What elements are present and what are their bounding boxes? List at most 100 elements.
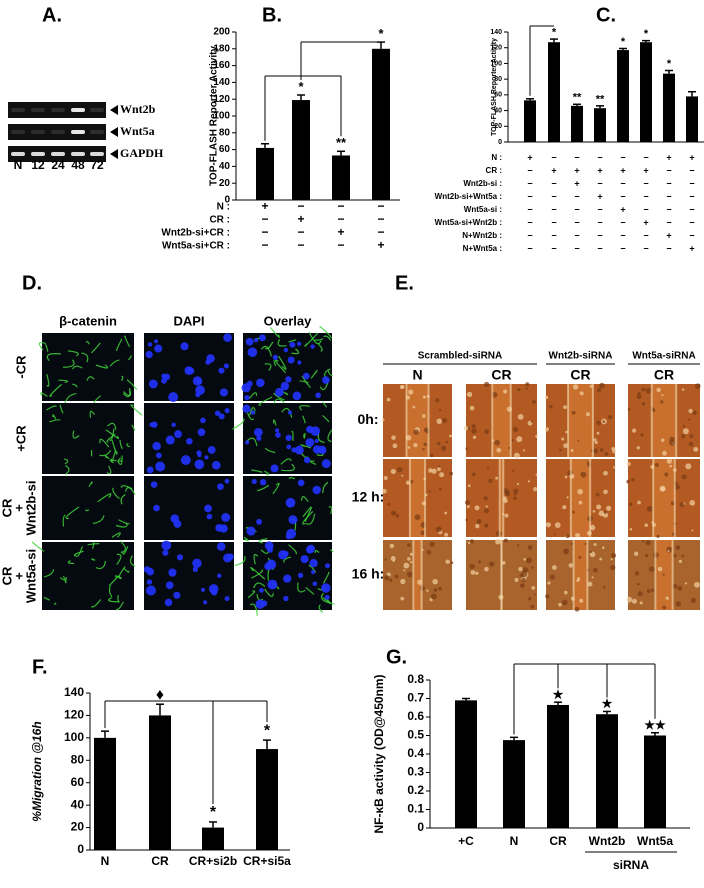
membrane-stain (299, 405, 311, 411)
membrane-stain (89, 410, 96, 418)
micrograph (383, 540, 454, 610)
cell (503, 389, 508, 394)
cell (422, 395, 426, 399)
membrane-stain (302, 510, 314, 525)
cell (553, 533, 556, 536)
cell (681, 388, 685, 391)
membrane-stain (317, 343, 323, 352)
condition-sign: − (574, 230, 579, 240)
micrograph (31, 540, 136, 611)
cell (532, 399, 536, 404)
cell (433, 588, 438, 592)
cell (463, 425, 469, 431)
micrograph (144, 476, 234, 540)
condition-sign: − (597, 217, 602, 227)
cell (519, 583, 525, 589)
gel-band (51, 152, 65, 156)
x-tick-label: CR+si2b (189, 854, 237, 868)
nucleus (324, 594, 330, 600)
micrograph (243, 476, 333, 542)
condition-sign: − (551, 204, 556, 214)
membrane-stain (288, 339, 297, 343)
cell (687, 418, 691, 421)
x-tick-label: +C (458, 834, 474, 848)
nucleus (146, 466, 154, 474)
nucleus (207, 446, 216, 454)
membrane-stain (65, 506, 80, 520)
membrane-stain (251, 569, 263, 579)
cell (469, 563, 475, 570)
cell (432, 578, 438, 585)
cell (610, 564, 616, 571)
row-label: +CR (13, 425, 28, 452)
row-label: 0h: (358, 411, 379, 427)
micrograph (241, 325, 333, 401)
nucleus (259, 334, 266, 342)
cell (504, 513, 509, 518)
condition-sign: − (574, 243, 579, 253)
y-axis-label: TOP-FLASH Reporter Activity (209, 46, 220, 186)
cell (657, 566, 663, 572)
nucleus (303, 456, 311, 464)
cell (390, 468, 396, 475)
significance: * (210, 804, 217, 821)
nucleus (259, 479, 267, 486)
membrane-stain (314, 550, 320, 554)
membrane-stain (322, 415, 330, 423)
cell (602, 420, 606, 423)
lane-label: 12 (31, 158, 45, 172)
panel-label: C. (596, 4, 616, 26)
y-axis-label: %Migration @16h (30, 721, 44, 821)
nucleus (259, 587, 264, 593)
cell (570, 448, 574, 453)
condition-sign: − (689, 204, 694, 214)
cell (495, 476, 499, 480)
cell (438, 586, 442, 591)
y-tick-label: 140 (64, 685, 84, 699)
gel-band (31, 108, 45, 112)
y-tick-label: 60 (71, 775, 85, 789)
cell (636, 394, 642, 400)
cell (551, 565, 557, 570)
row-label: CR (0, 498, 14, 517)
cell (390, 510, 397, 516)
bar (503, 740, 525, 828)
nucleus (162, 549, 169, 556)
cell (382, 488, 387, 494)
significance: ** (573, 92, 582, 104)
membrane-stain (263, 470, 270, 476)
cell (531, 566, 534, 569)
y-tick-label: 0.2 (407, 783, 424, 797)
cell (626, 596, 633, 603)
condition-sign: − (689, 191, 694, 201)
nucleus (223, 333, 232, 342)
membrane-stain (38, 341, 46, 351)
cell (438, 487, 442, 491)
nucleus (305, 438, 315, 447)
y-tick-label: 20 (219, 178, 231, 189)
micrograph (464, 459, 538, 537)
membrane-stain (63, 393, 77, 404)
y-tick-label: 0.3 (407, 765, 424, 779)
cell (637, 392, 641, 396)
group-label: Scrambled-siRNA (418, 351, 502, 362)
cell (660, 400, 664, 404)
row-label: + (11, 504, 26, 512)
bar (571, 105, 583, 142)
cell (626, 461, 631, 466)
membrane-stain (126, 442, 131, 448)
membrane-stain (115, 522, 128, 528)
cell (580, 471, 587, 478)
nucleus (154, 344, 163, 353)
condition-sign: − (643, 204, 648, 214)
nucleus (300, 555, 309, 564)
cell (634, 571, 640, 576)
nucleus (309, 558, 318, 568)
condition-sign: + (666, 230, 671, 240)
nucleus (197, 428, 206, 437)
gel-strip (8, 102, 106, 118)
cell (502, 488, 509, 494)
y-tick-label: 0 (498, 139, 502, 146)
micrograph-bg (243, 476, 332, 540)
condition-label: N+Wnt2b : (462, 231, 502, 240)
